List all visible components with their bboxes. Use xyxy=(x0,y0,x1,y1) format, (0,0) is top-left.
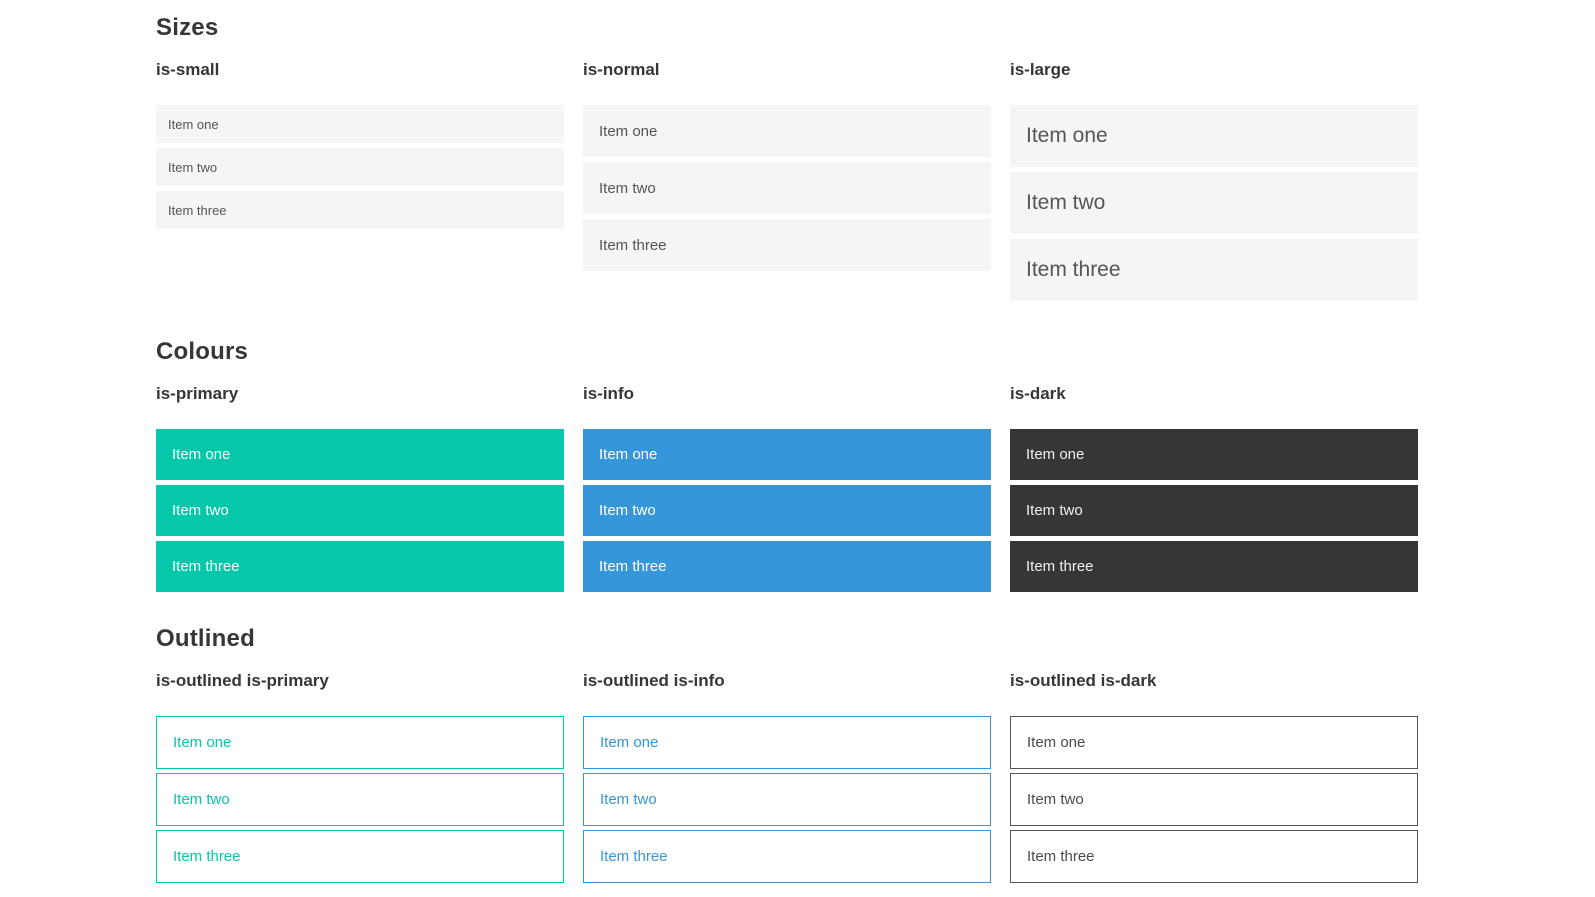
list-info: Item one Item two Item three xyxy=(583,429,991,592)
demo-label-is-normal: is-normal xyxy=(583,60,660,79)
demo-is-small: is-small Item one Item two Item three xyxy=(156,59,564,234)
list-item[interactable]: Item one xyxy=(583,429,991,480)
demo-outlined-info: is-outlined is-info Item one Item two It… xyxy=(583,670,991,887)
list-item[interactable]: Item three xyxy=(1010,239,1418,301)
list-primary: Item one Item two Item three xyxy=(156,429,564,592)
list-outlined-info: Item one Item two Item three xyxy=(583,716,991,883)
list-large: Item one Item two Item three xyxy=(1010,105,1418,301)
demo-label-outlined-dark: is-outlined is-dark xyxy=(1010,671,1157,690)
list-item[interactable]: Item one xyxy=(1010,429,1418,480)
demo-label-is-small: is-small xyxy=(156,60,220,79)
list-small: Item one Item two Item three xyxy=(156,105,564,229)
sizes-grid: is-small Item one Item two Item three is… xyxy=(156,59,1418,306)
list-item[interactable]: Item one xyxy=(156,105,564,143)
section-outlined: Outlined is-outlined is-primary Item one… xyxy=(156,623,1418,887)
section-title-sizes: Sizes xyxy=(156,14,219,41)
demo-is-large: is-large Item one Item two Item three xyxy=(1010,59,1418,306)
list-outlined-dark: Item one Item two Item three xyxy=(1010,716,1418,883)
list-item[interactable]: Item one xyxy=(1010,716,1418,769)
demo-is-primary: is-primary Item one Item two Item three xyxy=(156,383,564,597)
list-normal: Item one Item two Item three xyxy=(583,105,991,271)
list-item[interactable]: Item three xyxy=(583,541,991,592)
list-item[interactable]: Item one xyxy=(1010,105,1418,167)
demo-label-outlined-info: is-outlined is-info xyxy=(583,671,725,690)
colours-grid: is-primary Item one Item two Item three … xyxy=(156,383,1418,597)
demo-outlined-dark: is-outlined is-dark Item one Item two It… xyxy=(1010,670,1418,887)
demo-label-is-info: is-info xyxy=(583,384,634,403)
list-dark: Item one Item two Item three xyxy=(1010,429,1418,592)
list-item[interactable]: Item three xyxy=(156,541,564,592)
list-item[interactable]: Item two xyxy=(156,773,564,826)
section-title-outlined: Outlined xyxy=(156,625,255,652)
demo-is-dark: is-dark Item one Item two Item three xyxy=(1010,383,1418,597)
list-item[interactable]: Item two xyxy=(156,148,564,186)
section-sizes: Sizes is-small Item one Item two Item th… xyxy=(156,12,1418,306)
demo-label-is-primary: is-primary xyxy=(156,384,239,403)
list-item[interactable]: Item three xyxy=(156,830,564,883)
list-item[interactable]: Item three xyxy=(583,830,991,883)
list-item[interactable]: Item three xyxy=(156,191,564,229)
list-item[interactable]: Item one xyxy=(583,716,991,769)
list-item[interactable]: Item three xyxy=(1010,541,1418,592)
list-outlined-primary: Item one Item two Item three xyxy=(156,716,564,883)
list-item[interactable]: Item two xyxy=(1010,172,1418,234)
component-demo-page: Sizes is-small Item one Item two Item th… xyxy=(156,12,1418,887)
outlined-grid: is-outlined is-primary Item one Item two… xyxy=(156,670,1418,887)
list-item[interactable]: Item three xyxy=(583,219,991,271)
section-title-colours: Colours xyxy=(156,338,249,365)
list-item[interactable]: Item two xyxy=(583,773,991,826)
list-item[interactable]: Item two xyxy=(1010,773,1418,826)
demo-is-normal: is-normal Item one Item two Item three xyxy=(583,59,991,276)
demo-label-outlined-primary: is-outlined is-primary xyxy=(156,671,329,690)
demo-is-info: is-info Item one Item two Item three xyxy=(583,383,991,597)
demo-outlined-primary: is-outlined is-primary Item one Item two… xyxy=(156,670,564,887)
list-item[interactable]: Item two xyxy=(1010,485,1418,536)
list-item[interactable]: Item two xyxy=(156,485,564,536)
list-item[interactable]: Item one xyxy=(156,716,564,769)
list-item[interactable]: Item two xyxy=(583,162,991,214)
list-item[interactable]: Item one xyxy=(156,429,564,480)
demo-label-is-large: is-large xyxy=(1010,60,1071,79)
demo-label-is-dark: is-dark xyxy=(1010,384,1066,403)
section-colours: Colours is-primary Item one Item two Ite… xyxy=(156,336,1418,597)
list-item[interactable]: Item one xyxy=(583,105,991,157)
list-item[interactable]: Item two xyxy=(583,485,991,536)
list-item[interactable]: Item three xyxy=(1010,830,1418,883)
